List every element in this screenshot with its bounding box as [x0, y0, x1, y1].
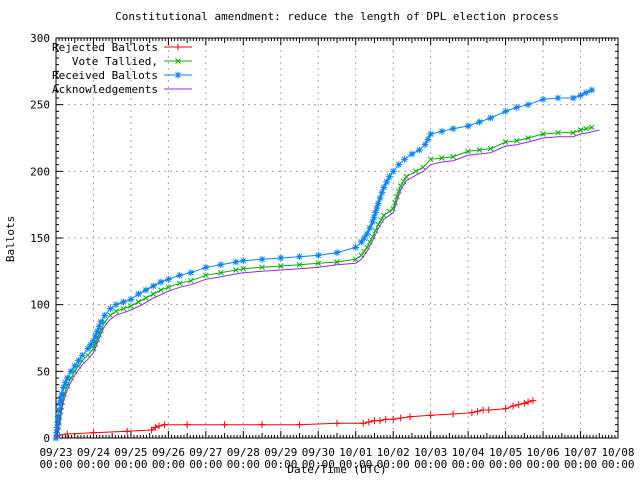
legend-label-acknowledgements: Acknowledgements: [52, 83, 158, 96]
x-tick-label-time: 00:00: [114, 458, 147, 471]
y-tick-label: 300: [30, 32, 50, 45]
x-tick-label-time: 00:00: [189, 458, 222, 471]
chart-title: Constitutional amendment: reduce the len…: [115, 10, 559, 23]
y-tick-label: 50: [37, 365, 50, 378]
x-tick-label-date: 09/26: [152, 446, 185, 459]
x-axis-label: Date/Time (UTC): [287, 463, 386, 476]
plot-frame: [55, 37, 619, 439]
series-markers-rejected-ballots: [52, 397, 537, 442]
y-tick-label: 150: [30, 232, 50, 245]
series-line-vote-tallied: [55, 126, 592, 439]
x-tick-label-date: 09/23: [39, 446, 72, 459]
series-markers-received-ballots: [52, 86, 596, 442]
grid-lines: [56, 37, 619, 438]
x-tick-label-time: 00:00: [39, 458, 72, 471]
x-tick-label-time: 00:00: [452, 458, 485, 471]
x-tick-label-date: 10/02: [377, 446, 410, 459]
y-axis-label: Ballots: [4, 216, 17, 262]
x-tick-label-date: 09/25: [114, 446, 147, 459]
series-line-received-ballots: [55, 89, 593, 439]
legend-label-vote-tallied: Vote Tallied,: [72, 55, 158, 68]
x-tick-label-date: 09/27: [189, 446, 222, 459]
y-tick-label: 100: [30, 299, 50, 312]
x-tick-label-date: 09/28: [227, 446, 260, 459]
x-tick-label-date: 10/03: [414, 446, 447, 459]
tick-labels: 05010015020025030009/2300:0009/2400:0009…: [30, 32, 634, 471]
x-tick-label-date: 09/30: [302, 446, 335, 459]
x-tick-label-time: 00:00: [339, 458, 372, 471]
x-tick-label-time: 00:00: [77, 458, 110, 471]
x-tick-label-date: 10/08: [601, 446, 634, 459]
x-tick-label-date: 10/04: [452, 446, 485, 459]
x-tick-label-date: 10/01: [339, 446, 372, 459]
y-tick-label: 200: [30, 165, 50, 178]
series-line-acknowledgements: [55, 129, 600, 439]
x-tick-label-time: 00:00: [152, 458, 185, 471]
y-tick-label: 0: [43, 432, 50, 445]
x-tick-label-time: 00:00: [227, 458, 260, 471]
x-tick-label-date: 09/29: [264, 446, 297, 459]
x-tick-label-date: 10/07: [564, 446, 597, 459]
x-tick-label-time: 00:00: [414, 458, 447, 471]
x-tick-label-time: 00:00: [527, 458, 560, 471]
legend-label-received-ballots: Received Ballots: [52, 69, 158, 82]
x-tick-label-time: 00:00: [564, 458, 597, 471]
x-tick-label-time: 00:00: [601, 458, 634, 471]
plot-border: [55, 37, 619, 439]
series-markers-vote-tallied: [53, 124, 595, 441]
x-tick-label-time: 00:00: [377, 458, 410, 471]
x-tick-label-time: 00:00: [489, 458, 522, 471]
x-tick-label-date: 10/06: [527, 446, 560, 459]
x-tick-label-time: 00:00: [264, 458, 297, 471]
legend-sample-marker: [175, 58, 181, 64]
x-tick-label-time: 00:00: [302, 458, 335, 471]
data-series: [52, 86, 600, 442]
legend-sample-marker: [174, 71, 182, 79]
x-tick-label-date: 09/24: [77, 446, 110, 459]
y-tick-label: 250: [30, 99, 50, 112]
x-tick-label-date: 10/05: [489, 446, 522, 459]
legend-sample-marker: [174, 43, 182, 51]
legend-label-rejected-ballots: Rejected Ballots: [52, 41, 158, 54]
